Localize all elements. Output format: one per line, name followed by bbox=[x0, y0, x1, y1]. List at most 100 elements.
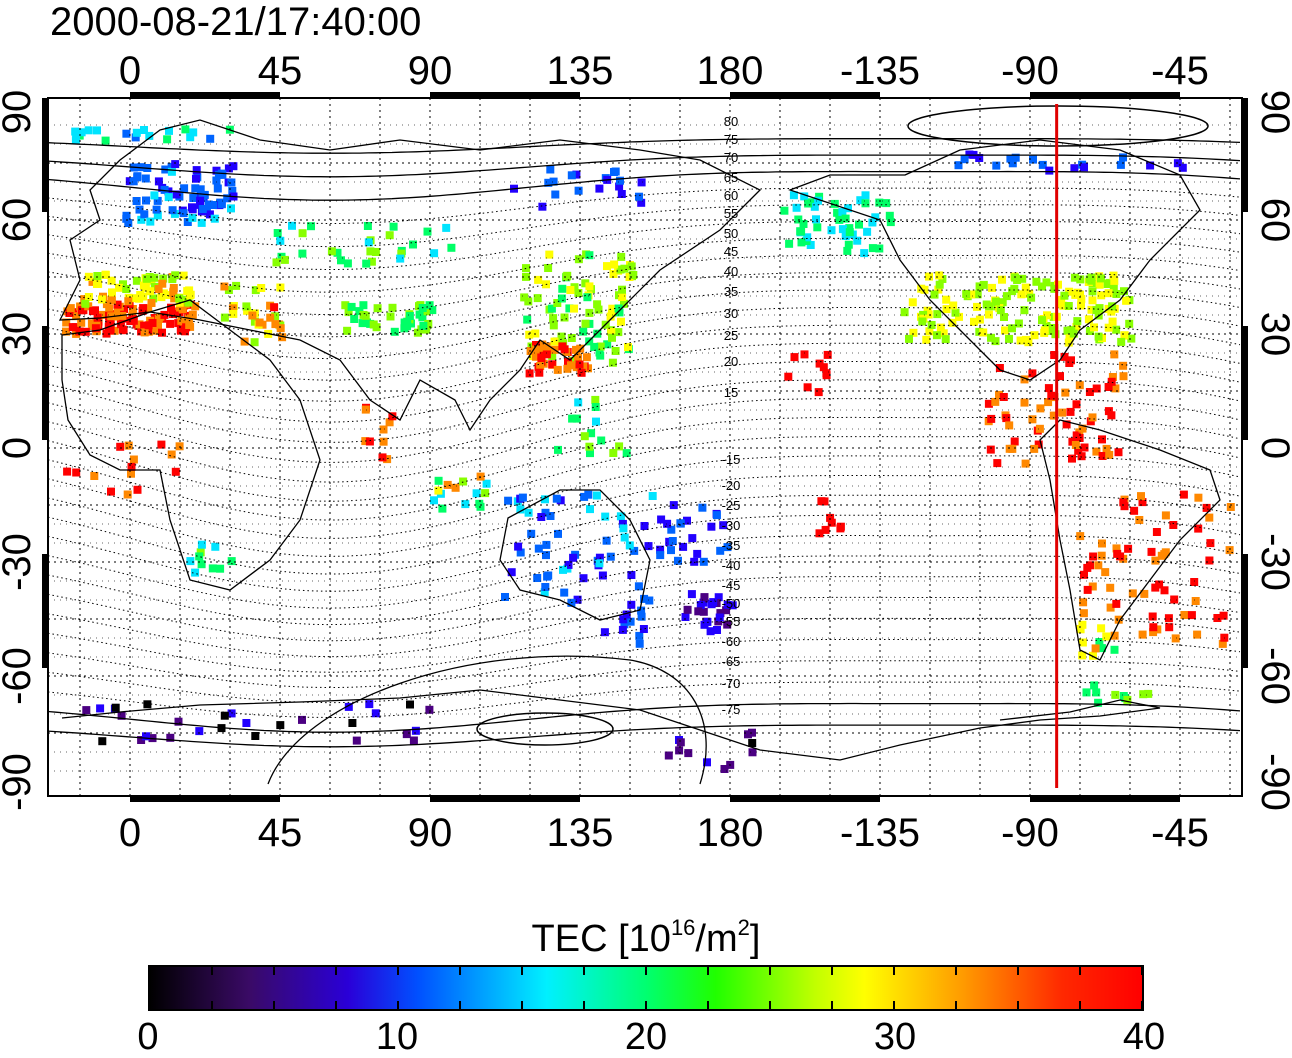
tec-dot bbox=[951, 308, 960, 317]
tec-dot bbox=[610, 260, 619, 269]
tec-dot bbox=[719, 521, 728, 530]
tec-dot bbox=[428, 306, 437, 315]
tec-dot bbox=[527, 529, 536, 538]
tec-dot bbox=[137, 215, 146, 224]
left-lat-label: 60 bbox=[0, 198, 39, 243]
tec-dot bbox=[667, 525, 676, 534]
tec-dot bbox=[1125, 319, 1134, 328]
tec-dot bbox=[1124, 544, 1133, 553]
tec-dot bbox=[1044, 398, 1053, 407]
tec-dot bbox=[568, 414, 577, 423]
tec-dot bbox=[814, 388, 823, 397]
tec-dot bbox=[838, 208, 847, 217]
tec-dot bbox=[425, 301, 434, 310]
tec-dot bbox=[138, 306, 147, 315]
tec-dot bbox=[501, 593, 509, 601]
left-lat-label: -30 bbox=[0, 533, 39, 591]
magnetic-contour bbox=[47, 555, 1241, 626]
tec-dot bbox=[189, 128, 198, 137]
tec-dot bbox=[388, 303, 397, 312]
magnetic-contour bbox=[47, 221, 1241, 270]
tec-dot bbox=[419, 321, 428, 330]
tec-dot bbox=[333, 248, 342, 257]
tec-dot bbox=[855, 220, 863, 229]
frame-tick-bar bbox=[1242, 554, 1248, 668]
tec-dot bbox=[1105, 450, 1114, 459]
tec-dot bbox=[507, 568, 516, 577]
magnetic-contour bbox=[47, 724, 1241, 748]
tec-dot bbox=[1130, 506, 1139, 515]
left-lat-label: -60 bbox=[0, 647, 39, 705]
tec-dot bbox=[1011, 153, 1020, 162]
tec-dot bbox=[1030, 444, 1039, 453]
contour-label: -55 bbox=[722, 614, 741, 629]
tec-dot bbox=[366, 247, 375, 256]
tec-dot bbox=[358, 319, 367, 328]
tec-dot bbox=[1213, 614, 1222, 622]
tec-dot bbox=[541, 583, 550, 591]
tec-dot bbox=[1008, 159, 1017, 168]
tec-dot bbox=[120, 305, 129, 313]
tec-dot bbox=[810, 202, 819, 211]
tec-dot bbox=[1098, 539, 1106, 548]
tec-dot bbox=[122, 214, 131, 223]
tec-dot bbox=[1112, 599, 1121, 608]
tec-dot bbox=[592, 491, 601, 500]
tec-dot bbox=[607, 327, 616, 336]
tec-dot bbox=[617, 190, 626, 198]
tec-dot bbox=[206, 134, 215, 143]
tec-dot bbox=[900, 308, 909, 317]
tec-dot bbox=[1092, 688, 1101, 697]
tec-dot bbox=[196, 200, 205, 209]
colorbar-tick bbox=[211, 1001, 213, 1009]
tec-dot bbox=[548, 360, 557, 369]
tec-dot bbox=[699, 607, 708, 616]
magnetic-contour bbox=[47, 307, 1241, 381]
tec-dot bbox=[1103, 280, 1112, 288]
tec-dot bbox=[706, 627, 715, 636]
tec-dot bbox=[1194, 524, 1203, 533]
tec-dot bbox=[975, 315, 984, 324]
magnetic-contour bbox=[47, 204, 1241, 248]
right-lat-label: -90 bbox=[1253, 753, 1292, 811]
tec-dot bbox=[523, 315, 532, 324]
tec-dot bbox=[107, 276, 116, 285]
tec-dot bbox=[967, 290, 976, 299]
colorbar-tick bbox=[459, 1001, 461, 1009]
tec-dot bbox=[388, 412, 397, 421]
tec-dot bbox=[1098, 435, 1106, 444]
tec-dot bbox=[389, 222, 398, 231]
right-lat-label: 60 bbox=[1253, 198, 1292, 243]
tec-dot bbox=[554, 529, 562, 538]
tec-dot bbox=[122, 129, 131, 138]
tec-dot bbox=[830, 199, 839, 208]
tec-dot bbox=[694, 607, 703, 616]
tec-dot bbox=[558, 284, 567, 293]
magnetic-contour bbox=[47, 379, 1241, 463]
tec-dot bbox=[364, 238, 373, 247]
tec-dot bbox=[748, 739, 757, 747]
tec-dot bbox=[405, 312, 414, 320]
left-latitude-labels: 90 60 30 0 -30 -60 -90 bbox=[0, 90, 39, 811]
tec-dot bbox=[1122, 296, 1131, 305]
tec-dot bbox=[367, 257, 376, 266]
tec-dot bbox=[227, 557, 236, 566]
map-timestamp: 2000-08-21/17:40:00 bbox=[50, 0, 422, 44]
tec-dot bbox=[595, 553, 604, 562]
tec-dot bbox=[396, 254, 405, 263]
tec-dot bbox=[925, 272, 933, 281]
tec-dot bbox=[1110, 645, 1119, 654]
tec-dot bbox=[627, 262, 636, 271]
tec-dot bbox=[228, 304, 237, 313]
tec-dot bbox=[438, 504, 447, 513]
tec-dot bbox=[991, 397, 1000, 406]
tec-dot bbox=[1104, 407, 1113, 416]
tec-dot bbox=[390, 327, 399, 336]
tec-dot bbox=[683, 516, 691, 525]
colorbar-tick bbox=[955, 1001, 957, 1009]
tec-dot bbox=[574, 289, 583, 297]
tec-dot bbox=[1171, 634, 1180, 643]
contour-label: 20 bbox=[724, 354, 738, 369]
tec-dot bbox=[476, 472, 485, 481]
tec-dot bbox=[127, 462, 136, 471]
